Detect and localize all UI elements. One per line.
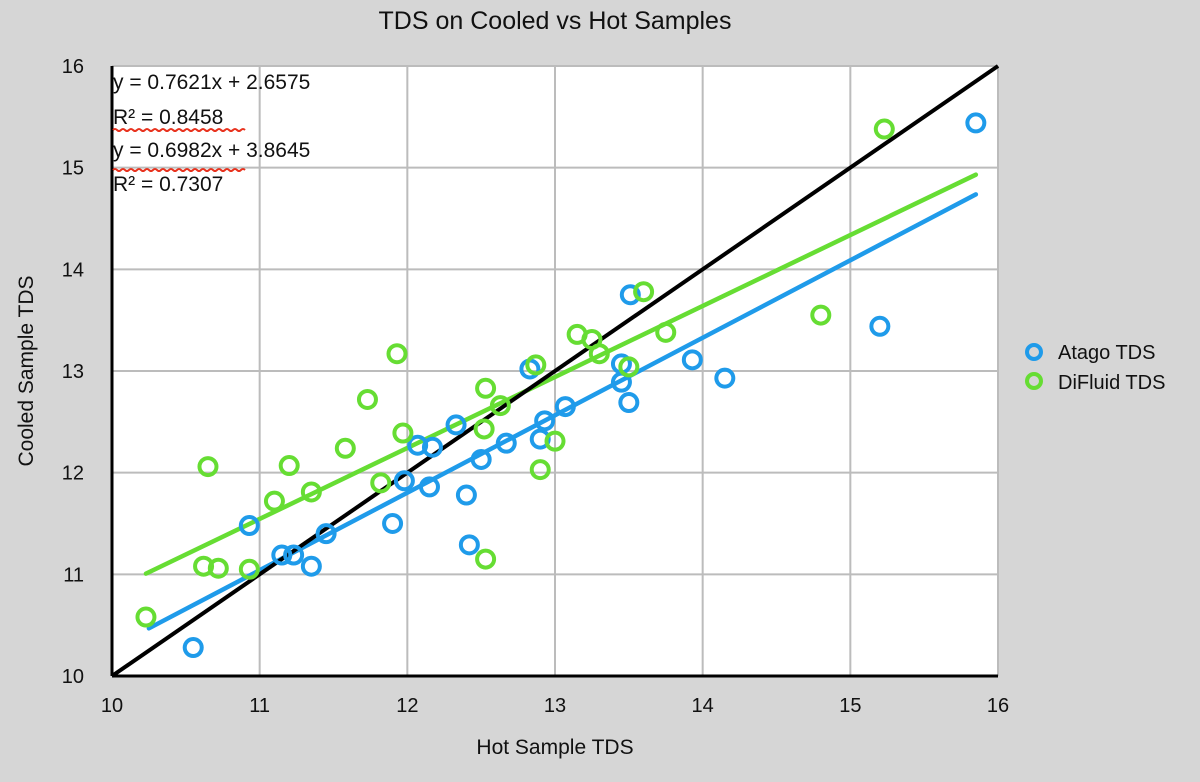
atago-equation: y = 0.7621x + 2.6575 — [113, 71, 310, 94]
difluid-data-point — [810, 304, 832, 326]
atago-data-point — [455, 484, 477, 506]
chart-title: TDS on Cooled vs Hot Samples — [379, 7, 732, 35]
spellcheck-underline — [112, 128, 246, 132]
x-tick-label: 13 — [544, 695, 566, 717]
atago-data-point — [393, 470, 415, 492]
difluid-data-point — [473, 418, 495, 440]
difluid-data-point — [475, 548, 497, 570]
y-tick-label: 14 — [62, 259, 84, 281]
difluid-data-point — [197, 456, 219, 478]
atago-data-point — [271, 544, 293, 566]
difluid-data-point — [633, 281, 655, 303]
difluid-data-point — [489, 395, 511, 417]
legend-item-difluid[interactable]: DiFluid TDS — [1025, 372, 1165, 394]
difluid-data-point — [618, 356, 640, 378]
difluid-data-point — [529, 459, 551, 481]
y-tick-label: 11 — [63, 564, 84, 586]
difluid-data-point — [263, 490, 285, 512]
atago-data-point — [382, 513, 404, 534]
legend-label-difluid: DiFluid TDS — [1058, 372, 1165, 394]
difluid-data-point — [300, 481, 322, 503]
atago-data-point — [238, 515, 260, 537]
atago-data-point — [418, 476, 440, 498]
x-tick-label: 11 — [249, 695, 270, 717]
y-tick-label: 15 — [62, 158, 84, 180]
reference-line-layer — [110, 64, 1000, 678]
x-tick-label: 14 — [692, 695, 714, 717]
y-tick-label: 12 — [62, 463, 84, 485]
atago-data-point — [618, 392, 640, 414]
x-tick-label: 12 — [396, 695, 418, 717]
atago-data-point — [714, 367, 736, 389]
difluid-data-point — [334, 437, 356, 459]
legend-item-atago[interactable]: Atago TDS — [1025, 342, 1155, 364]
atago-data-point — [445, 414, 467, 436]
difluid-data-point — [238, 558, 260, 580]
atago-data-point — [495, 432, 517, 454]
difluid-data-point — [475, 377, 497, 399]
legend-marker-atago — [1025, 343, 1043, 361]
atago-data-point — [300, 555, 322, 577]
y-axis-title: Cooled Sample TDS — [15, 275, 38, 466]
difluid-data-point — [278, 455, 300, 477]
difluid-trendline — [143, 172, 979, 576]
difluid-data-point — [588, 343, 610, 365]
difluid-data-point — [386, 343, 408, 365]
equation-annotations: y = 0.7621x + 2.6575 R² = 0.8458 y = 0.6… — [112, 71, 310, 196]
data-points — [135, 112, 987, 659]
atago-data-point — [869, 315, 891, 337]
difluid-data-point — [207, 557, 229, 579]
difluid-data-point — [655, 321, 677, 343]
difluid-data-point — [356, 388, 378, 410]
legend: Atago TDS DiFluid TDS — [1025, 342, 1165, 394]
difluid-data-point — [370, 472, 392, 494]
difluid-equation: y = 0.6982x + 3.8645 — [113, 139, 310, 162]
x-axis-title: Hot Sample TDS — [476, 736, 633, 759]
x-tick-label: 15 — [839, 695, 861, 717]
atago-data-point — [554, 396, 576, 418]
atago-data-point — [315, 523, 337, 545]
atago-r-squared: R² = 0.8458 — [113, 106, 223, 129]
x-tick-label: 16 — [987, 695, 1009, 717]
y-tick-label: 10 — [62, 666, 84, 688]
atago-data-point — [421, 436, 443, 458]
atago-data-point — [182, 637, 204, 659]
atago-data-point — [458, 534, 480, 556]
reference-line — [110, 64, 1000, 678]
difluid-data-point — [544, 430, 566, 452]
atago-data-point — [619, 284, 641, 306]
legend-marker-difluid — [1025, 372, 1043, 390]
atago-data-point — [681, 349, 703, 371]
difluid-r-squared: R² = 0.7307 — [113, 173, 223, 196]
spellcheck-underline — [112, 168, 246, 172]
y-tick-label: 16 — [62, 56, 84, 78]
legend-label-atago: Atago TDS — [1058, 342, 1155, 364]
difluid-data-point — [525, 354, 547, 376]
difluid-data-point — [873, 118, 895, 140]
atago-data-point — [470, 448, 492, 470]
tick-labels: 10 11 12 13 14 15 16 10 11 12 13 14 15 16 — [62, 56, 1009, 717]
y-tick-label: 13 — [62, 361, 84, 383]
difluid-data-point — [392, 422, 414, 444]
difluid-data-point — [135, 606, 157, 628]
x-tick-label: 10 — [101, 695, 123, 717]
atago-data-point — [965, 112, 987, 134]
atago-data-point — [534, 410, 556, 432]
atago-data-point — [283, 544, 305, 566]
